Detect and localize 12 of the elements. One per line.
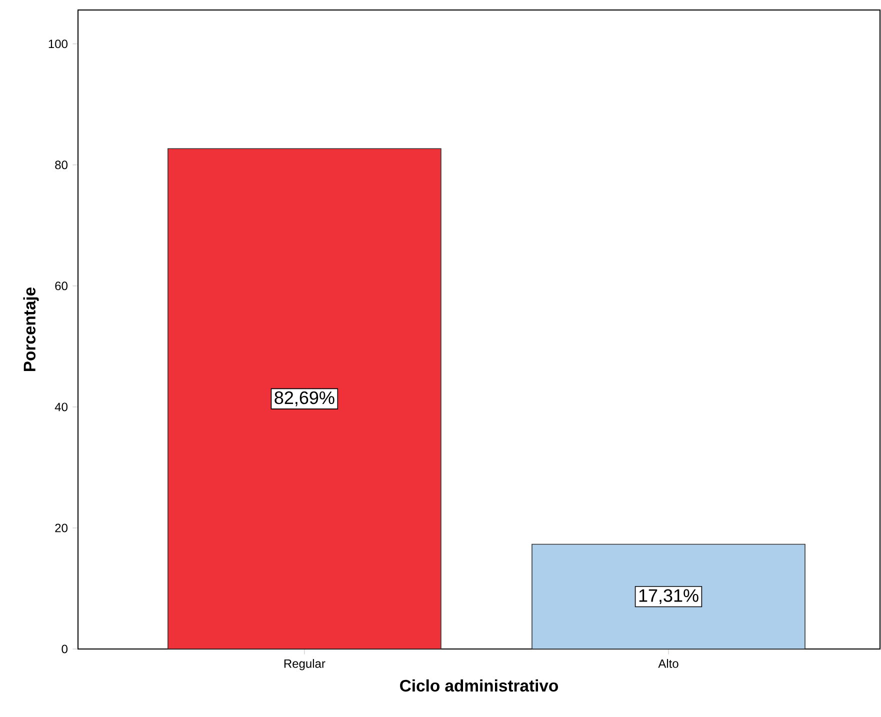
x-tick-label: Alto	[658, 659, 678, 668]
data-label: 17,31%	[639, 589, 698, 604]
y-tick-label: 80	[55, 160, 68, 170]
y-tick-label: 100	[48, 40, 68, 48]
x-tick-label: Regular	[284, 659, 326, 670]
data-label: 82,69%	[274, 391, 334, 406]
y-tick-label: 0	[62, 644, 68, 654]
y-axis-title: Porcentaje	[23, 287, 39, 371]
y-tick-label: 60	[55, 282, 68, 290]
x-axis-title: Ciclo administrativo	[400, 679, 558, 692]
y-tick-label: 20	[55, 524, 68, 532]
y-tick-label: 40	[54, 402, 68, 412]
